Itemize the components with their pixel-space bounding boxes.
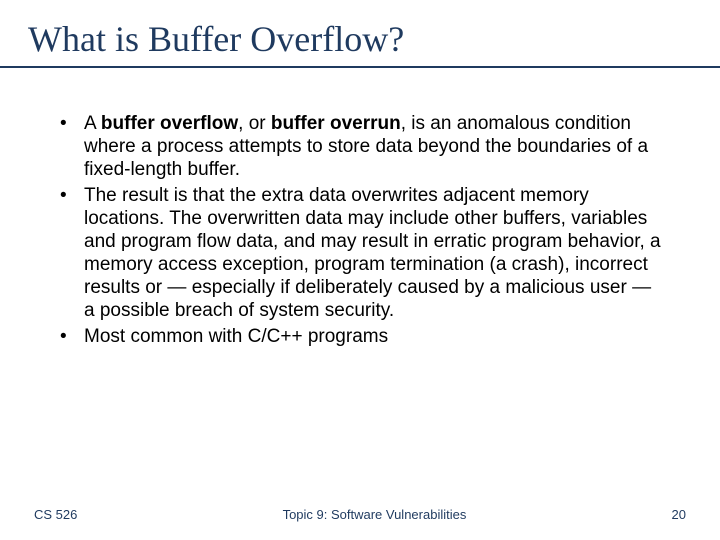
bullet-text-segment: The result is that the extra data overwr… [84,185,661,322]
slide-title: What is Buffer Overflow? [0,0,720,68]
bullet-text-segment: buffer overrun [271,113,401,134]
bullet-text-segment: buffer overflow [101,113,238,134]
bullet-text-segment: , or [238,113,271,134]
slide-body: A buffer overflow, or buffer overrun, is… [0,68,720,348]
footer-topic: Topic 9: Software Vulnerabilities [77,507,671,522]
bullet-text-segment: A [84,113,101,134]
bullet-list: A buffer overflow, or buffer overrun, is… [58,112,662,348]
bullet-text-segment: Most common with C/C++ programs [84,326,388,347]
footer-page-number: 20 [672,507,686,522]
slide-footer: CS 526 Topic 9: Software Vulnerabilities… [0,507,720,522]
bullet-item: The result is that the extra data overwr… [58,184,662,323]
footer-course-code: CS 526 [34,507,77,522]
bullet-item: Most common with C/C++ programs [58,325,662,348]
bullet-item: A buffer overflow, or buffer overrun, is… [58,112,662,182]
slide: What is Buffer Overflow? A buffer overfl… [0,0,720,540]
